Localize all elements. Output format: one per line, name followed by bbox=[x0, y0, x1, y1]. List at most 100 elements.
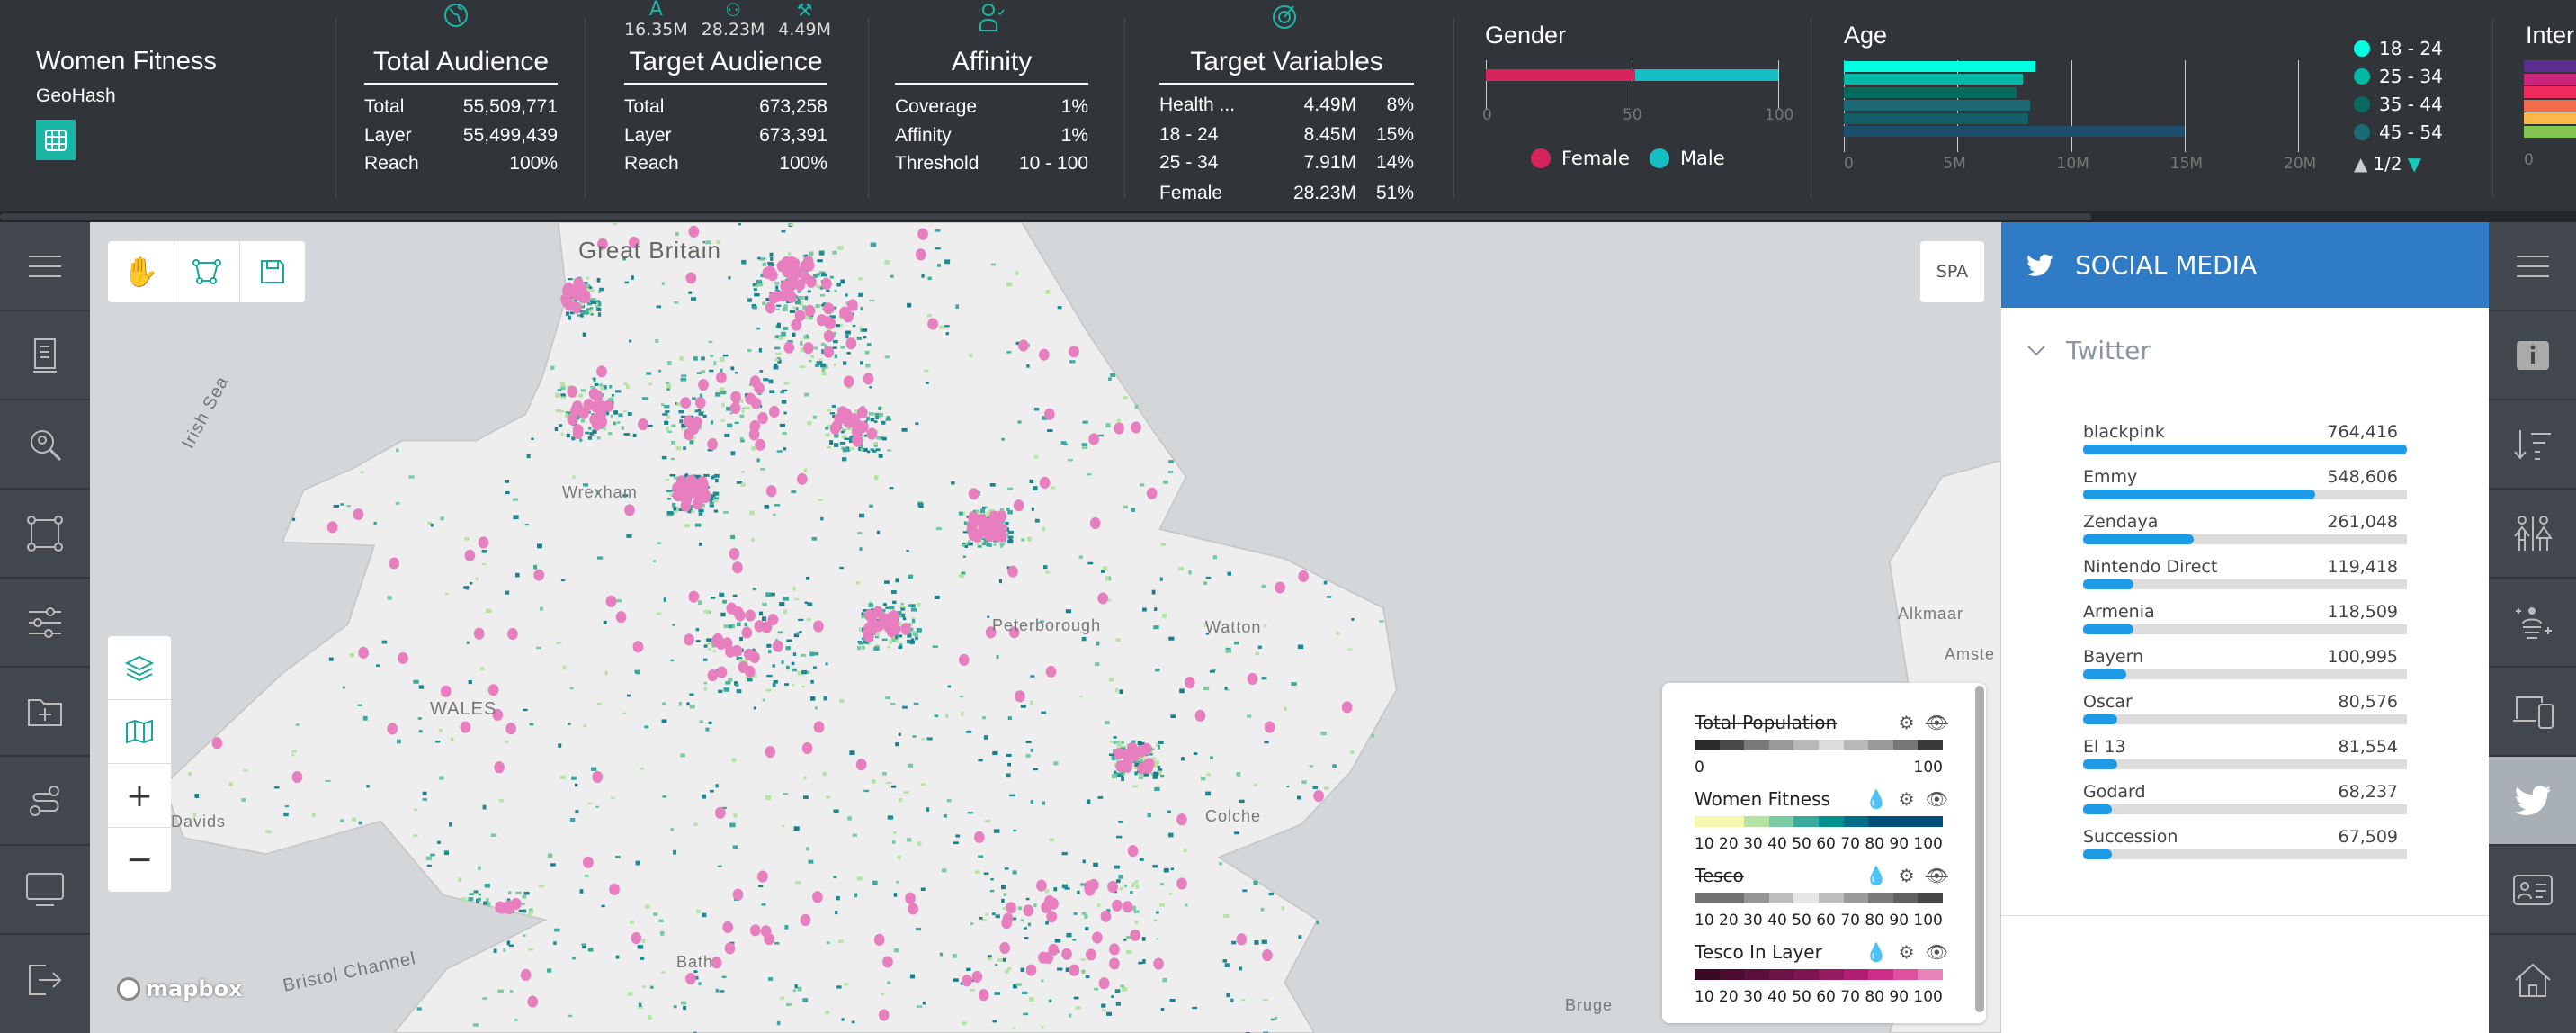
report-button[interactable] bbox=[0, 311, 90, 400]
age-legend-item[interactable]: 25 - 34 bbox=[2354, 62, 2443, 90]
opacity-icon[interactable]: 💧 bbox=[1865, 941, 1888, 963]
gear-icon[interactable]: ⚙ bbox=[1898, 865, 1915, 886]
display-button[interactable] bbox=[0, 846, 90, 935]
filters-button[interactable] bbox=[0, 579, 90, 668]
search-location-button[interactable] bbox=[0, 400, 90, 490]
density-cell bbox=[1261, 939, 1267, 944]
store-marker bbox=[1176, 813, 1187, 826]
zoom-out-button[interactable]: − bbox=[108, 828, 171, 892]
eye-icon[interactable]: 👁 bbox=[1925, 941, 1948, 963]
save-button[interactable] bbox=[239, 241, 305, 302]
polygon-button[interactable] bbox=[0, 490, 90, 579]
gear-icon[interactable]: ⚙ bbox=[1898, 788, 1915, 810]
density-cell bbox=[560, 579, 566, 582]
topic-count: 764,416 bbox=[2327, 422, 2398, 442]
variable-label: 18 - 24 bbox=[1159, 124, 1219, 145]
page-up-icon[interactable]: ▲ bbox=[2354, 153, 2368, 175]
draw-polygon-button[interactable] bbox=[174, 241, 239, 302]
layers-button[interactable] bbox=[108, 636, 171, 700]
age-legend-item[interactable]: 45 - 54 bbox=[2354, 118, 2443, 146]
header-scrollbar[interactable] bbox=[0, 211, 2576, 222]
page-down-icon[interactable]: ▼ bbox=[2407, 153, 2421, 175]
density-cell bbox=[1129, 891, 1133, 894]
gear-icon[interactable]: ⚙ bbox=[1898, 941, 1915, 963]
eye-icon[interactable]: 👁 bbox=[1925, 788, 1948, 810]
density-cell bbox=[1284, 706, 1287, 711]
store-marker bbox=[749, 924, 761, 937]
twitter-button[interactable] bbox=[2489, 757, 2576, 846]
density-cell bbox=[819, 293, 826, 297]
info-button[interactable] bbox=[2489, 311, 2576, 400]
twitter-topic-row[interactable]: Bayern 100,995 bbox=[2083, 647, 2407, 692]
legend-female[interactable]: Female bbox=[1531, 148, 1630, 169]
density-cell bbox=[603, 427, 607, 431]
add-folder-button[interactable] bbox=[0, 668, 90, 757]
density-cell bbox=[507, 891, 512, 894]
map-label: Bath bbox=[676, 953, 714, 971]
density-cell bbox=[1153, 625, 1159, 630]
density-cell bbox=[897, 621, 902, 626]
twitter-topic-row[interactable]: Emmy 548,606 bbox=[2083, 467, 2407, 512]
density-cell bbox=[722, 354, 729, 357]
twitter-topic-row[interactable]: Nintendo Direct 119,418 bbox=[2083, 557, 2407, 602]
density-cell bbox=[472, 1023, 479, 1027]
density-cell bbox=[1239, 799, 1245, 804]
route-button[interactable] bbox=[0, 757, 90, 846]
twitter-topic-row[interactable]: Succession 67,509 bbox=[2083, 827, 2407, 872]
density-cell bbox=[1012, 870, 1017, 875]
spa-button[interactable]: SPA bbox=[1920, 241, 1984, 302]
pan-tool-button[interactable]: ✋ bbox=[108, 241, 174, 302]
spotlight-button[interactable] bbox=[2489, 579, 2576, 668]
density-cell bbox=[777, 359, 782, 364]
legend-scrollbar[interactable] bbox=[1975, 686, 1984, 1012]
density-cell bbox=[1192, 1006, 1198, 1010]
map-style-button[interactable] bbox=[108, 700, 171, 764]
density-cell bbox=[800, 301, 803, 306]
twitter-topic-row[interactable]: Zendaya 261,048 bbox=[2083, 512, 2407, 557]
twitter-section-toggle[interactable]: Twitter bbox=[2026, 336, 2151, 365]
twitter-topic-row[interactable]: Armenia 118,509 bbox=[2083, 602, 2407, 647]
eye-off-icon[interactable]: 👁 bbox=[1925, 712, 1948, 733]
stat-label: Total bbox=[624, 96, 665, 117]
devices-button[interactable] bbox=[2489, 668, 2576, 757]
menu-button[interactable] bbox=[0, 222, 90, 311]
grid-toggle-button[interactable] bbox=[36, 120, 76, 160]
map-label: Davids bbox=[171, 813, 227, 831]
density-cell bbox=[760, 468, 765, 471]
twitter-topic-row[interactable]: Oscar 80,576 bbox=[2083, 692, 2407, 737]
density-cell bbox=[922, 1001, 926, 1005]
density-cell bbox=[1281, 906, 1284, 911]
density-cell bbox=[886, 781, 892, 785]
gender-button[interactable] bbox=[2489, 490, 2576, 579]
sort-button[interactable] bbox=[2489, 400, 2576, 490]
logout-button[interactable] bbox=[0, 935, 90, 1024]
density-cell bbox=[560, 393, 566, 397]
mapbox-logo[interactable]: mapbox bbox=[117, 976, 243, 1002]
twitter-topic-row[interactable]: blackpink 764,416 bbox=[2083, 422, 2407, 467]
age-legend-item[interactable]: 18 - 24 bbox=[2354, 34, 2443, 62]
density-cell bbox=[657, 542, 662, 544]
twitter-topic-row[interactable]: Godard 68,237 bbox=[2083, 782, 2407, 827]
eye-off-icon[interactable]: 👁 bbox=[1925, 865, 1948, 886]
scrollbar-thumb[interactable] bbox=[0, 213, 2091, 220]
layers-icon bbox=[125, 655, 154, 681]
legend-layer-title: Women Fitness bbox=[1695, 788, 1830, 810]
opacity-icon[interactable]: 💧 bbox=[1865, 865, 1888, 886]
home-button[interactable] bbox=[2489, 935, 2576, 1024]
legend-male[interactable]: Male bbox=[1649, 148, 1725, 169]
topic-name: Bayern bbox=[2083, 647, 2144, 667]
contact-card-button[interactable] bbox=[2489, 846, 2576, 935]
gear-icon[interactable]: ⚙ bbox=[1898, 712, 1915, 733]
ramp-swatch bbox=[1818, 740, 1844, 750]
twitter-topic-row[interactable]: El 13 81,554 bbox=[2083, 737, 2407, 782]
density-cell bbox=[718, 689, 723, 694]
density-cell bbox=[763, 378, 769, 382]
age-legend-item[interactable]: 35 - 44 bbox=[2354, 90, 2443, 118]
density-cell bbox=[265, 830, 272, 834]
opacity-icon[interactable]: 💧 bbox=[1865, 788, 1888, 810]
zoom-in-button[interactable]: + bbox=[108, 764, 171, 828]
density-cell bbox=[715, 392, 720, 397]
panel-menu-button[interactable] bbox=[2489, 222, 2576, 311]
density-cell bbox=[755, 284, 759, 287]
density-cell bbox=[493, 948, 497, 953]
